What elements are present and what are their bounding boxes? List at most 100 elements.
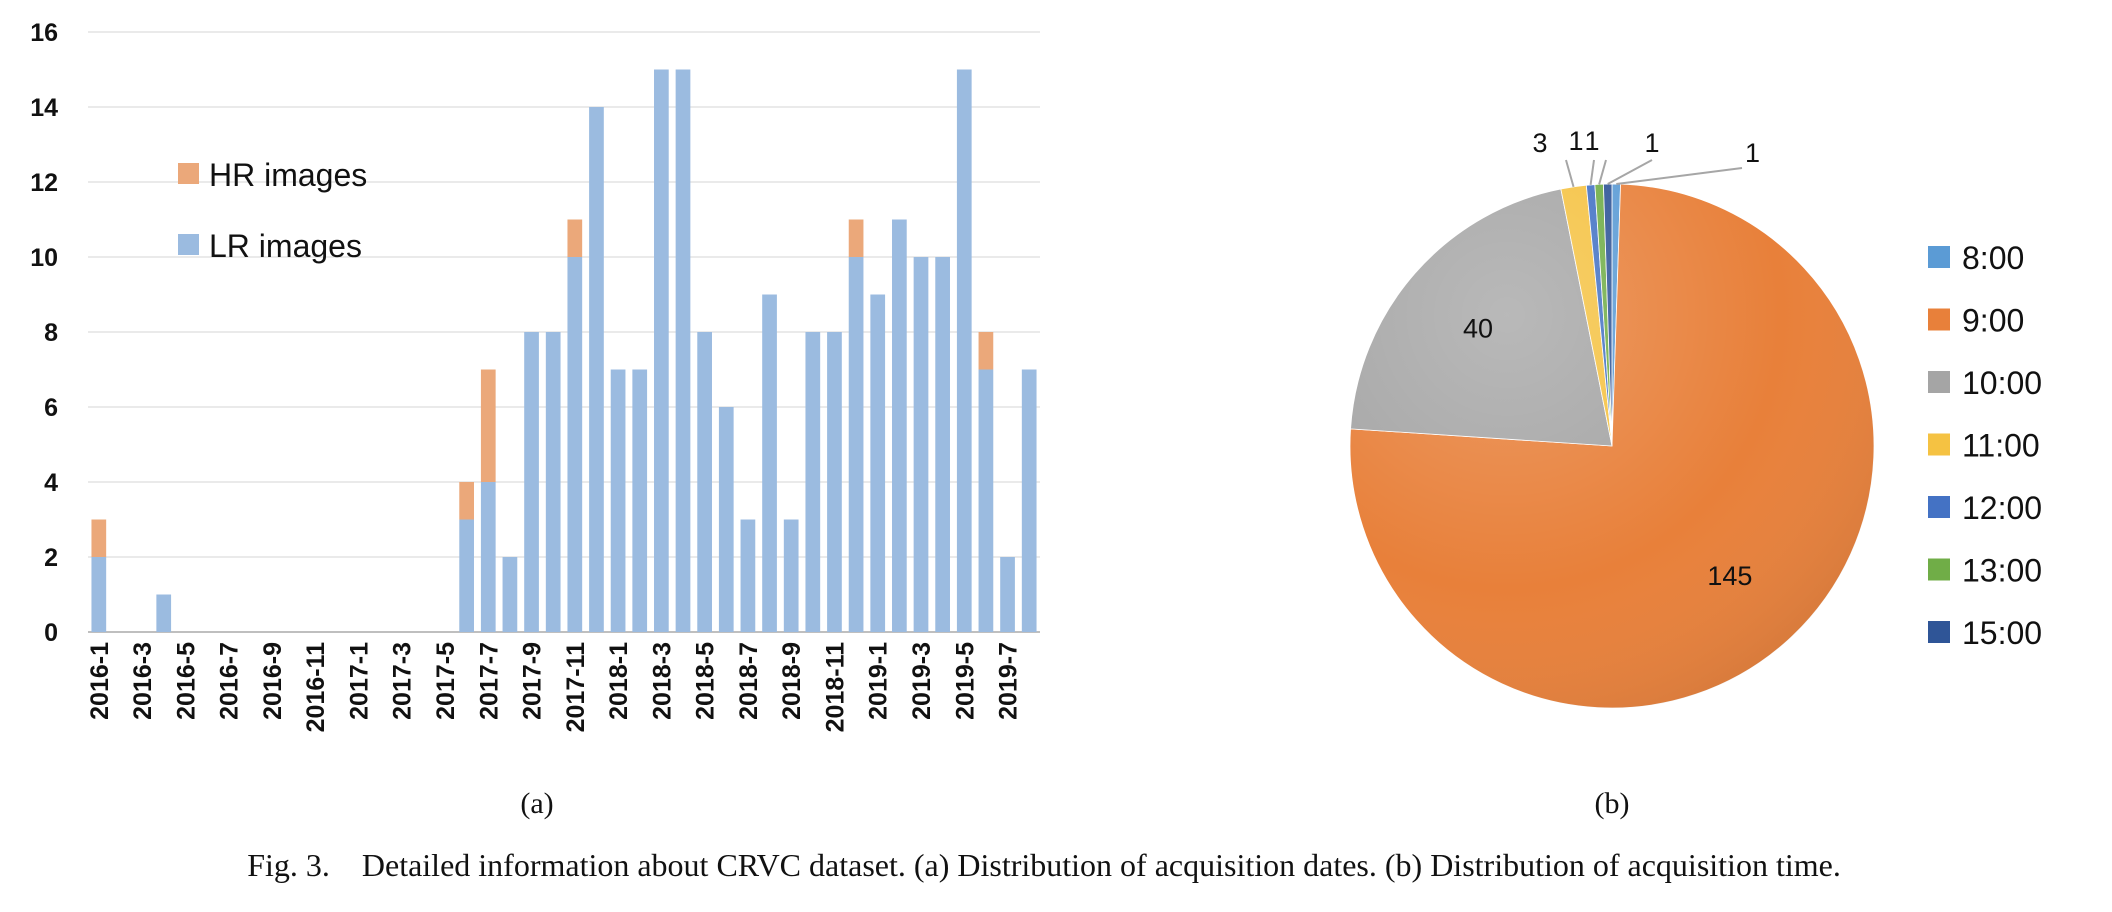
- x-tick-label: 2018-9: [778, 642, 806, 720]
- legend-swatch-lr-images: [178, 234, 199, 255]
- legend-label-800: 8:00: [1962, 240, 2024, 276]
- x-tick-label: 2016-5: [172, 642, 200, 720]
- pie-chart-slices: [1349, 183, 1875, 709]
- legend-label-1300: 13:00: [1962, 553, 2042, 589]
- pie-shading-overlay: [1350, 184, 1874, 708]
- legend-swatch-hr-images: [178, 163, 199, 184]
- panel-label-b: (b): [1595, 787, 1630, 820]
- bar-lr-images: [480, 482, 496, 632]
- leader-line: [1616, 167, 1743, 186]
- legend-label-1100: 11:00: [1962, 428, 2040, 464]
- legend-label-hr-images: HR images: [209, 157, 367, 193]
- data-label-900: 145: [1707, 561, 1752, 591]
- bar-lr-images: [697, 332, 712, 632]
- bar-lr-images: [1021, 369, 1037, 632]
- bar-lr-images: [459, 519, 474, 632]
- bar-lr-images: [783, 519, 799, 632]
- data-label-1500: 1: [1644, 128, 1659, 158]
- legend-swatch-1500: [1928, 621, 1950, 643]
- bar-chart-bars: [91, 69, 1037, 632]
- bar-lr-images: [1000, 557, 1015, 632]
- legend-swatch-1300: [1928, 558, 1950, 581]
- figure-caption: Fig. 3. Detailed information about CRVC …: [247, 847, 1841, 883]
- legend-swatch-800: [1928, 246, 1950, 268]
- x-tick-label: 2019-5: [951, 642, 979, 720]
- bar-hr-images: [91, 519, 107, 557]
- bar-lr-images: [740, 519, 756, 632]
- bar-lr-images: [156, 594, 172, 632]
- bar-lr-images: [675, 69, 691, 632]
- bar-hr-images: [848, 219, 864, 257]
- bar-chart-gridlines: [88, 31, 1040, 558]
- bar-lr-images: [870, 294, 886, 632]
- bar-lr-images: [978, 369, 994, 632]
- bar-lr-images: [545, 332, 561, 632]
- legend-label-lr-images: LR images: [209, 228, 362, 264]
- x-tick-label: 2019-7: [995, 642, 1023, 720]
- x-tick-label: 2017-9: [519, 642, 547, 720]
- legend-swatch-1200: [1928, 496, 1950, 518]
- legend-label-1200: 12:00: [1962, 490, 2042, 526]
- data-label-1100: 3: [1532, 128, 1547, 158]
- data-label-800: 1: [1745, 138, 1760, 168]
- x-tick-label: 2018-5: [692, 642, 720, 720]
- data-label-1200: 1: [1568, 126, 1583, 156]
- bar-lr-images: [91, 557, 107, 632]
- x-tick-label: 2017-11: [562, 642, 590, 732]
- y-tick-label: 16: [30, 19, 58, 47]
- y-tick-label: 12: [30, 169, 58, 197]
- x-tick-label: 2017-5: [432, 642, 460, 720]
- bar-lr-images: [827, 332, 842, 632]
- bar-lr-images: [848, 257, 864, 632]
- legend-swatch-1000: [1928, 371, 1950, 393]
- y-tick-label: 8: [44, 319, 58, 347]
- bar-hr-images: [567, 219, 583, 257]
- y-tick-label: 4: [44, 469, 58, 497]
- bar-lr-images: [805, 332, 821, 632]
- x-tick-label: 2017-7: [475, 642, 503, 720]
- x-tick-label: 2018-11: [821, 642, 849, 732]
- leader-line: [1565, 159, 1575, 188]
- x-tick-label: 2018-3: [648, 642, 676, 720]
- pie-chart-legend: 8:00 9:00 10:00 11:00 12:00 13:00 15:00: [1928, 240, 2042, 651]
- legend-label-1000: 10:00: [1962, 365, 2042, 401]
- bar-lr-images: [762, 294, 777, 632]
- bar-lr-images: [632, 369, 648, 632]
- x-tick-label: 2018-1: [605, 642, 633, 720]
- bar-chart-legend: HR images LR images: [178, 157, 367, 264]
- x-tick-label: 2018-7: [735, 642, 763, 720]
- bar-lr-images: [502, 557, 518, 632]
- bar-lr-images: [589, 107, 604, 632]
- bar-lr-images: [956, 69, 972, 632]
- data-label-1000: 40: [1463, 314, 1493, 344]
- panel-label-a: (a): [520, 787, 553, 820]
- bar-hr-images: [978, 332, 994, 370]
- bar-lr-images: [654, 69, 669, 632]
- x-tick-label: 2016-9: [259, 642, 287, 720]
- legend-swatch-900: [1928, 308, 1950, 331]
- x-tick-label: 2016-3: [129, 642, 157, 720]
- leader-line: [1607, 159, 1653, 185]
- x-tick-label: 2016-7: [216, 642, 244, 720]
- y-tick-label: 14: [30, 94, 58, 122]
- legend-swatch-1100: [1928, 433, 1950, 456]
- bar-lr-images: [524, 332, 539, 632]
- data-label-1300: 1: [1584, 126, 1599, 156]
- bar-hr-images: [459, 482, 474, 520]
- bar-lr-images: [718, 407, 734, 632]
- leader-line: [1589, 159, 1595, 186]
- y-tick-label: 6: [44, 394, 58, 422]
- x-tick-label: 2019-3: [908, 642, 936, 720]
- bar-chart-tick-labels: 0 2 4 6 8 10 12 14 16 2016-1 2016-3 2016-5 2016-7 201…: [30, 19, 1022, 732]
- bar-lr-images: [610, 369, 626, 632]
- leader-line: [1598, 159, 1607, 185]
- x-tick-label: 2016-11: [302, 642, 330, 732]
- bar-lr-images: [935, 257, 950, 632]
- x-tick-label: 2017-3: [389, 642, 417, 720]
- bar-lr-images: [892, 219, 907, 632]
- legend-label-900: 9:00: [1962, 303, 2024, 339]
- bar-hr-images: [480, 369, 496, 482]
- legend-label-1500: 15:00: [1962, 615, 2042, 651]
